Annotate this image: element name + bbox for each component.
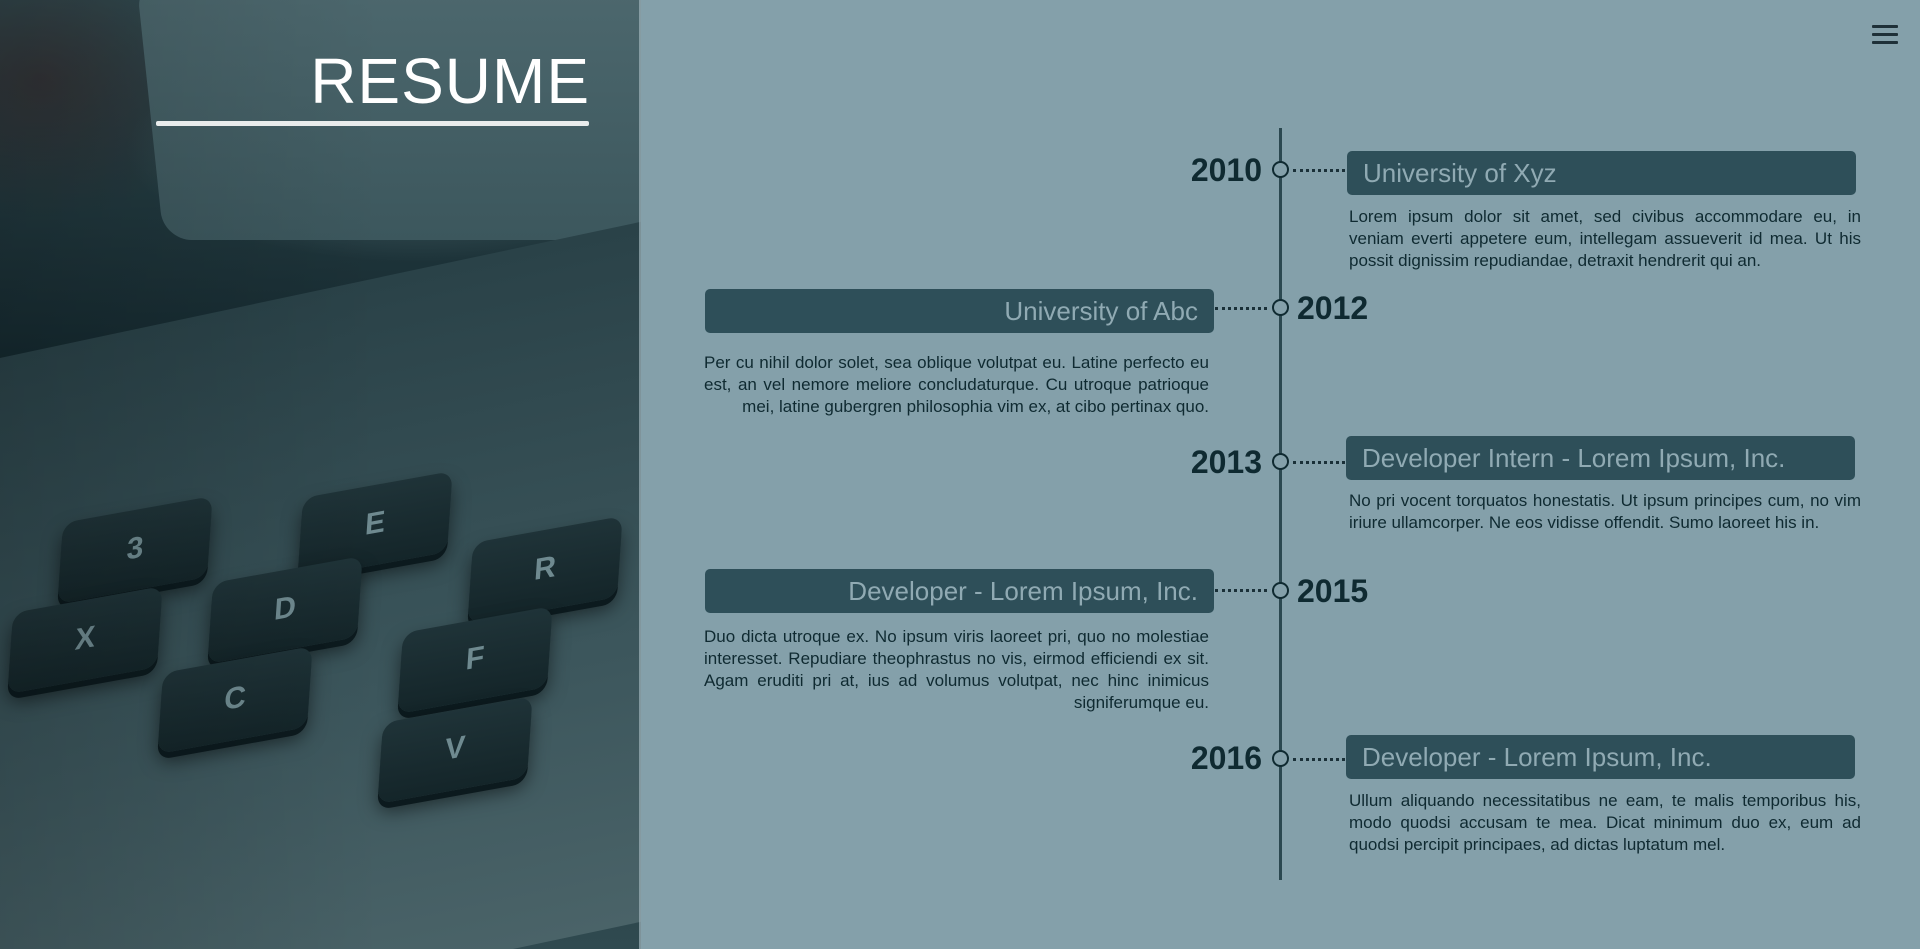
timeline-year: 2015 bbox=[1297, 573, 1369, 609]
timeline-entry-text: No pri vocent torquatos honestatis. Ut i… bbox=[1349, 491, 1861, 532]
page-title: RESUME bbox=[310, 45, 590, 117]
timeline-year: 2013 bbox=[1190, 444, 1262, 480]
title-underline bbox=[156, 121, 589, 126]
timeline-entry-text: Duo dicta utroque ex. No ipsum viris lao… bbox=[704, 627, 1209, 712]
timeline-year: 2016 bbox=[1190, 740, 1262, 776]
panel-divider bbox=[639, 0, 641, 949]
timeline-node bbox=[1272, 750, 1289, 767]
hero-panel: 3 E R X D F C V RESUME bbox=[0, 0, 641, 949]
timeline-year: 2010 bbox=[1190, 152, 1262, 188]
timeline-entry-title: Developer - Lorem Ipsum, Inc. bbox=[705, 569, 1214, 613]
timeline-entry-title: Developer - Lorem Ipsum, Inc. bbox=[1346, 735, 1855, 779]
timeline-connector bbox=[1215, 307, 1267, 310]
timeline-connector bbox=[1293, 758, 1345, 761]
timeline-entry-title: University of Xyz bbox=[1347, 151, 1856, 195]
timeline-entry-text: Lorem ipsum dolor sit amet, sed civibus … bbox=[1349, 207, 1861, 270]
timeline-node bbox=[1272, 453, 1289, 470]
menu-bar bbox=[1872, 33, 1898, 36]
timeline-node bbox=[1272, 161, 1289, 178]
timeline-entry-text: Ullum aliquando necessitatibus ne eam, t… bbox=[1349, 791, 1861, 854]
menu-bar bbox=[1872, 41, 1898, 44]
timeline-year: 2012 bbox=[1297, 290, 1369, 326]
timeline-connector bbox=[1293, 169, 1345, 172]
timeline-connector bbox=[1293, 461, 1345, 464]
timeline-entry-title: University of Abc bbox=[705, 289, 1214, 333]
timeline-node bbox=[1272, 299, 1289, 316]
timeline-connector bbox=[1215, 589, 1267, 592]
menu-bar bbox=[1872, 25, 1898, 28]
hero-overlay bbox=[0, 0, 641, 949]
timeline-line bbox=[1279, 128, 1282, 880]
timeline-node bbox=[1272, 582, 1289, 599]
hamburger-menu-icon[interactable] bbox=[1870, 22, 1900, 48]
timeline-entry-text: Per cu nihil dolor solet, sea oblique vo… bbox=[704, 353, 1209, 416]
timeline-entry-title: Developer Intern - Lorem Ipsum, Inc. bbox=[1346, 436, 1855, 480]
